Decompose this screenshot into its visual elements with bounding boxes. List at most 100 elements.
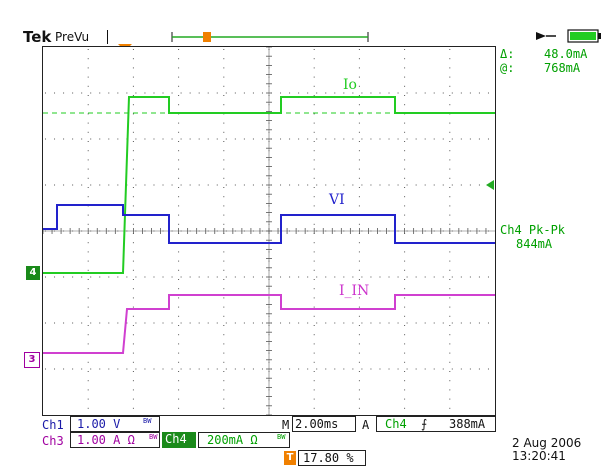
- grid-dot: [216, 184, 218, 186]
- grid-dot: [87, 288, 89, 290]
- grid-dot: [358, 223, 360, 225]
- grid-dot: [449, 407, 451, 409]
- grid-dot: [81, 368, 83, 370]
- grid-dot: [313, 380, 315, 382]
- grid-dot: [178, 205, 180, 207]
- grid-dot: [225, 322, 227, 324]
- waveform-display[interactable]: Io VI I_IN: [42, 46, 496, 416]
- grid-dot: [144, 368, 146, 370]
- grid-dot: [404, 122, 406, 124]
- grid-dot: [358, 113, 360, 115]
- timebase-box[interactable]: 2.00ms: [292, 416, 356, 432]
- grid-dot: [343, 368, 345, 370]
- grid-dot: [178, 49, 180, 50]
- record-position-indicator[interactable]: [170, 28, 370, 46]
- grid-dot: [223, 269, 225, 271]
- grid-dot: [358, 58, 360, 60]
- ch4-ground-marker[interactable]: 4: [26, 266, 40, 280]
- grid-dot: [313, 251, 315, 253]
- trigger-pos-box[interactable]: 17.80 %: [298, 450, 366, 466]
- grid-dot: [307, 322, 309, 324]
- grid-dot: [117, 138, 119, 140]
- grid-dot: [171, 92, 173, 94]
- grid-dot: [178, 214, 180, 216]
- grid-dot: [132, 168, 134, 170]
- grid-dot: [404, 352, 406, 354]
- grid-dot: [189, 184, 191, 186]
- ch4-label-box[interactable]: Ch4: [162, 432, 196, 448]
- grid-dot: [298, 368, 300, 370]
- grid-dot: [404, 104, 406, 106]
- grid-dot: [460, 276, 462, 278]
- ch1-scale-box[interactable]: 1.00 V BW: [70, 416, 160, 432]
- grid-dot: [404, 398, 406, 400]
- grid-dot: [478, 92, 480, 94]
- grid-dot: [45, 184, 46, 186]
- grid-dot: [404, 159, 406, 161]
- ch3-ground-marker[interactable]: 3: [24, 352, 40, 368]
- grid-dot: [316, 368, 318, 370]
- grid-dot: [325, 184, 327, 186]
- grid-dot: [343, 138, 345, 140]
- grid-dot: [313, 325, 315, 326]
- grid-dot: [358, 407, 360, 409]
- grid-dot: [370, 92, 372, 94]
- ch4-scale-box[interactable]: 200mA Ω BW: [198, 432, 290, 448]
- grid-dot: [289, 368, 291, 370]
- ch3-scale-box[interactable]: 1.00 A Ω BW: [70, 432, 160, 448]
- grid-dot: [404, 131, 406, 133]
- grid-dot: [87, 214, 89, 216]
- grid-dot: [451, 322, 453, 324]
- grid-dot: [132, 380, 134, 382]
- grid-dot: [153, 276, 155, 278]
- grid-dot: [404, 306, 406, 308]
- grid-dot: [87, 297, 89, 299]
- grid-dot: [261, 322, 263, 324]
- ch3-scale: 1.00 A Ω: [77, 433, 135, 447]
- grid-dot: [313, 85, 315, 87]
- grid-dot: [449, 76, 451, 78]
- grid-dot: [449, 371, 451, 372]
- grid-dot: [352, 322, 354, 324]
- grid-dot: [87, 104, 89, 106]
- grid-dot: [223, 306, 225, 308]
- ch1-label[interactable]: Ch1: [42, 418, 64, 432]
- grid-dot: [178, 131, 180, 133]
- grid-dot: [404, 196, 406, 198]
- grid-dot: [424, 184, 426, 186]
- grid-dot: [90, 184, 92, 186]
- grid-dot: [449, 141, 451, 142]
- grid-dot: [132, 315, 134, 317]
- grid-dot: [223, 85, 225, 87]
- grid-dot: [449, 389, 451, 391]
- grid-dot: [223, 104, 225, 106]
- grid-dot: [171, 322, 173, 324]
- ch3-label[interactable]: Ch3: [42, 434, 64, 448]
- grid-dot: [261, 368, 263, 370]
- grid-dot: [63, 322, 65, 324]
- grid-dot: [358, 371, 360, 372]
- grid-dot: [449, 306, 451, 308]
- grid-dot: [90, 92, 92, 94]
- grid-dot: [171, 368, 173, 370]
- grid-dot: [108, 138, 110, 140]
- trigger-box[interactable]: Ch4 ⨍ 388mA: [376, 416, 496, 432]
- grid-dot: [234, 368, 236, 370]
- grid-dot: [358, 104, 360, 106]
- grid-dot: [87, 389, 89, 391]
- grid-dot: [404, 150, 406, 152]
- grid-dot: [132, 150, 134, 152]
- grid-dot: [404, 380, 406, 382]
- grid-dot: [81, 322, 83, 324]
- grid-dot: [334, 184, 336, 186]
- ch3-bw-limit: BW: [149, 433, 158, 441]
- grid-dot: [189, 276, 191, 278]
- grid-dot: [45, 322, 46, 324]
- grid-dot: [415, 368, 417, 370]
- grid-dot: [45, 92, 46, 94]
- grid-dot: [404, 315, 406, 317]
- grid-dot: [460, 184, 462, 186]
- grid-dot: [225, 138, 227, 140]
- grid-dot: [178, 85, 180, 87]
- grid-dot: [180, 92, 182, 94]
